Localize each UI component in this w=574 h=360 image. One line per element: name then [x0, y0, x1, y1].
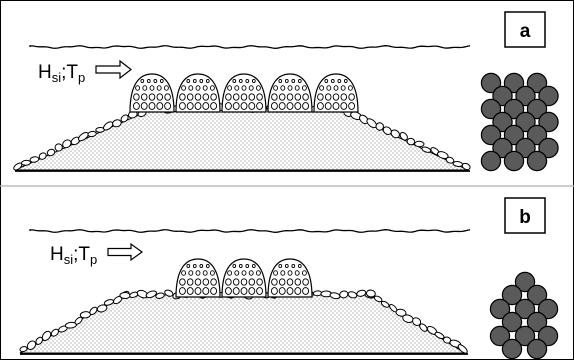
panel-b-pattern-disc	[537, 325, 559, 347]
panel-b-armour-units	[175, 258, 313, 298]
panel-b-rubble-stone	[19, 346, 28, 353]
panel-a-rubble-stone	[399, 132, 408, 141]
panel-a-pattern-disc	[480, 98, 502, 120]
panel-a-armour-unit-icon	[313, 73, 359, 113]
panel-a-rubble-stone	[54, 143, 63, 152]
panel-a-rubble-stone	[87, 130, 97, 138]
panel-a-pattern-disc	[538, 137, 559, 159]
panel-b-pattern-disc	[514, 325, 536, 347]
panel-a-pattern-disc	[526, 124, 548, 146]
panel-a-rubble-stone	[406, 137, 416, 146]
panel-b-wave-label: Hsi;Tp	[50, 244, 97, 267]
panel-b-armour-unit-icon	[221, 258, 267, 298]
panel-b-pattern-disc	[526, 311, 548, 333]
panel-b: b Hsi;Tp	[19, 197, 559, 360]
panel-b-rubble-stone	[457, 344, 468, 354]
panel-a-pattern-disc	[480, 124, 502, 146]
panel-b-pattern-disc	[514, 271, 536, 293]
panel-b-armour-unit-icon	[267, 258, 313, 298]
panel-b-pattern-disc	[489, 325, 511, 347]
panel-b-rubble-stone	[89, 306, 98, 316]
panel-b-label-box	[504, 197, 546, 234]
panel-a-wave-label: Hsi;Tp	[38, 62, 85, 85]
panel-a-rubble-stone	[46, 148, 56, 157]
panel-b-rubble-stone	[395, 308, 407, 317]
panel-a-rubble-stone	[421, 146, 432, 153]
panel-a-armour-units	[129, 73, 359, 113]
panel-a-placement-pattern-icon	[480, 72, 559, 172]
panel-a-pattern-disc	[492, 137, 513, 159]
panel-b-pattern-disc	[501, 338, 523, 360]
panel-b-rubble-stone	[145, 290, 157, 299]
panel-a-rubble-stone	[62, 139, 72, 149]
panel-b-pattern-disc	[514, 298, 536, 320]
panel-a-armour-unit-icon	[221, 73, 267, 113]
panel-b-pattern-disc	[526, 338, 548, 360]
panel-a-rubble-stone	[390, 129, 400, 139]
panel-b-pattern-disc	[501, 311, 523, 333]
panel-a-wave-arrow-icon	[95, 59, 132, 80]
panel-b-rubble-stone	[26, 340, 37, 350]
panel-a-rubble-stone	[38, 152, 47, 160]
panel-a-rubble-stone	[414, 140, 425, 148]
panel-b-pattern-disc	[537, 298, 559, 320]
panel-b-rubble-stone	[356, 289, 367, 297]
panel-a-pattern-disc	[538, 85, 559, 107]
panel-b-water-surface	[29, 229, 471, 233]
panel-b-pattern-disc	[501, 284, 523, 306]
panel-a: a Hsi;Tp	[13, 11, 559, 172]
panel-a-armour-unit-icon	[129, 73, 175, 113]
panel-a-rubble-stone	[20, 159, 32, 166]
panel-a-pattern-disc	[480, 72, 502, 94]
panel-b-rubble-stone	[329, 292, 341, 300]
panel-a-rubble-stone	[461, 162, 471, 171]
panel-b-rubble-stone	[365, 289, 376, 298]
panel-b-rubble-stone	[35, 336, 44, 345]
panel-b-rubble-stone	[347, 291, 358, 299]
panel-a-pattern-disc	[492, 85, 513, 107]
panel-b-rubble-stone	[419, 323, 428, 332]
panel-b-rubble-stone	[373, 295, 383, 303]
panel-a-pattern-disc	[480, 150, 502, 172]
panel-b-rubble-stone	[96, 304, 108, 313]
panel-a-rubble-stone	[112, 119, 122, 128]
panel-a-label: a	[520, 21, 531, 42]
panel-a-pattern-disc	[515, 137, 536, 159]
panel-a-pattern-disc	[515, 85, 536, 107]
panel-b-rubble-stone	[380, 300, 390, 308]
panel-b-pattern-disc	[526, 284, 548, 306]
panel-a-pattern-disc	[503, 72, 525, 94]
panel-a-pattern-disc	[503, 124, 525, 146]
panel-b-label: b	[519, 207, 531, 228]
panel-a-rubble-stone	[375, 122, 384, 131]
panel-a-pattern-disc	[503, 150, 525, 172]
panel-a-pattern-disc	[526, 150, 548, 172]
panel-a-armour-unit-icon	[267, 73, 313, 113]
panel-a-pattern-disc	[526, 98, 548, 120]
panel-a-pattern-disc	[503, 98, 525, 120]
panel-b-rubble-stone	[155, 292, 165, 299]
panel-b-armour-unit-icon	[175, 258, 221, 298]
panel-a-rubble-stone	[120, 114, 129, 123]
panel-a-rubble-stone	[29, 156, 40, 163]
panel-a-pattern-disc	[515, 111, 536, 133]
panel-a-pattern-disc	[526, 72, 548, 94]
panel-b-rubble-stone	[41, 330, 52, 341]
panel-a-pattern-disc	[492, 111, 513, 133]
panel-b-wave-arrow-icon	[107, 242, 144, 262]
panel-b-rubble-stone	[119, 291, 131, 300]
panel-a-label-box	[504, 11, 546, 48]
panel-b-breakwater-core	[19, 294, 467, 354]
panel-b-placement-pattern-icon	[489, 271, 559, 360]
panel-b-pattern-disc	[489, 298, 511, 320]
panel-a-pattern-disc	[538, 111, 559, 133]
panel-a-water-surface	[29, 45, 471, 49]
panel-a-armour-unit-icon	[175, 73, 221, 113]
